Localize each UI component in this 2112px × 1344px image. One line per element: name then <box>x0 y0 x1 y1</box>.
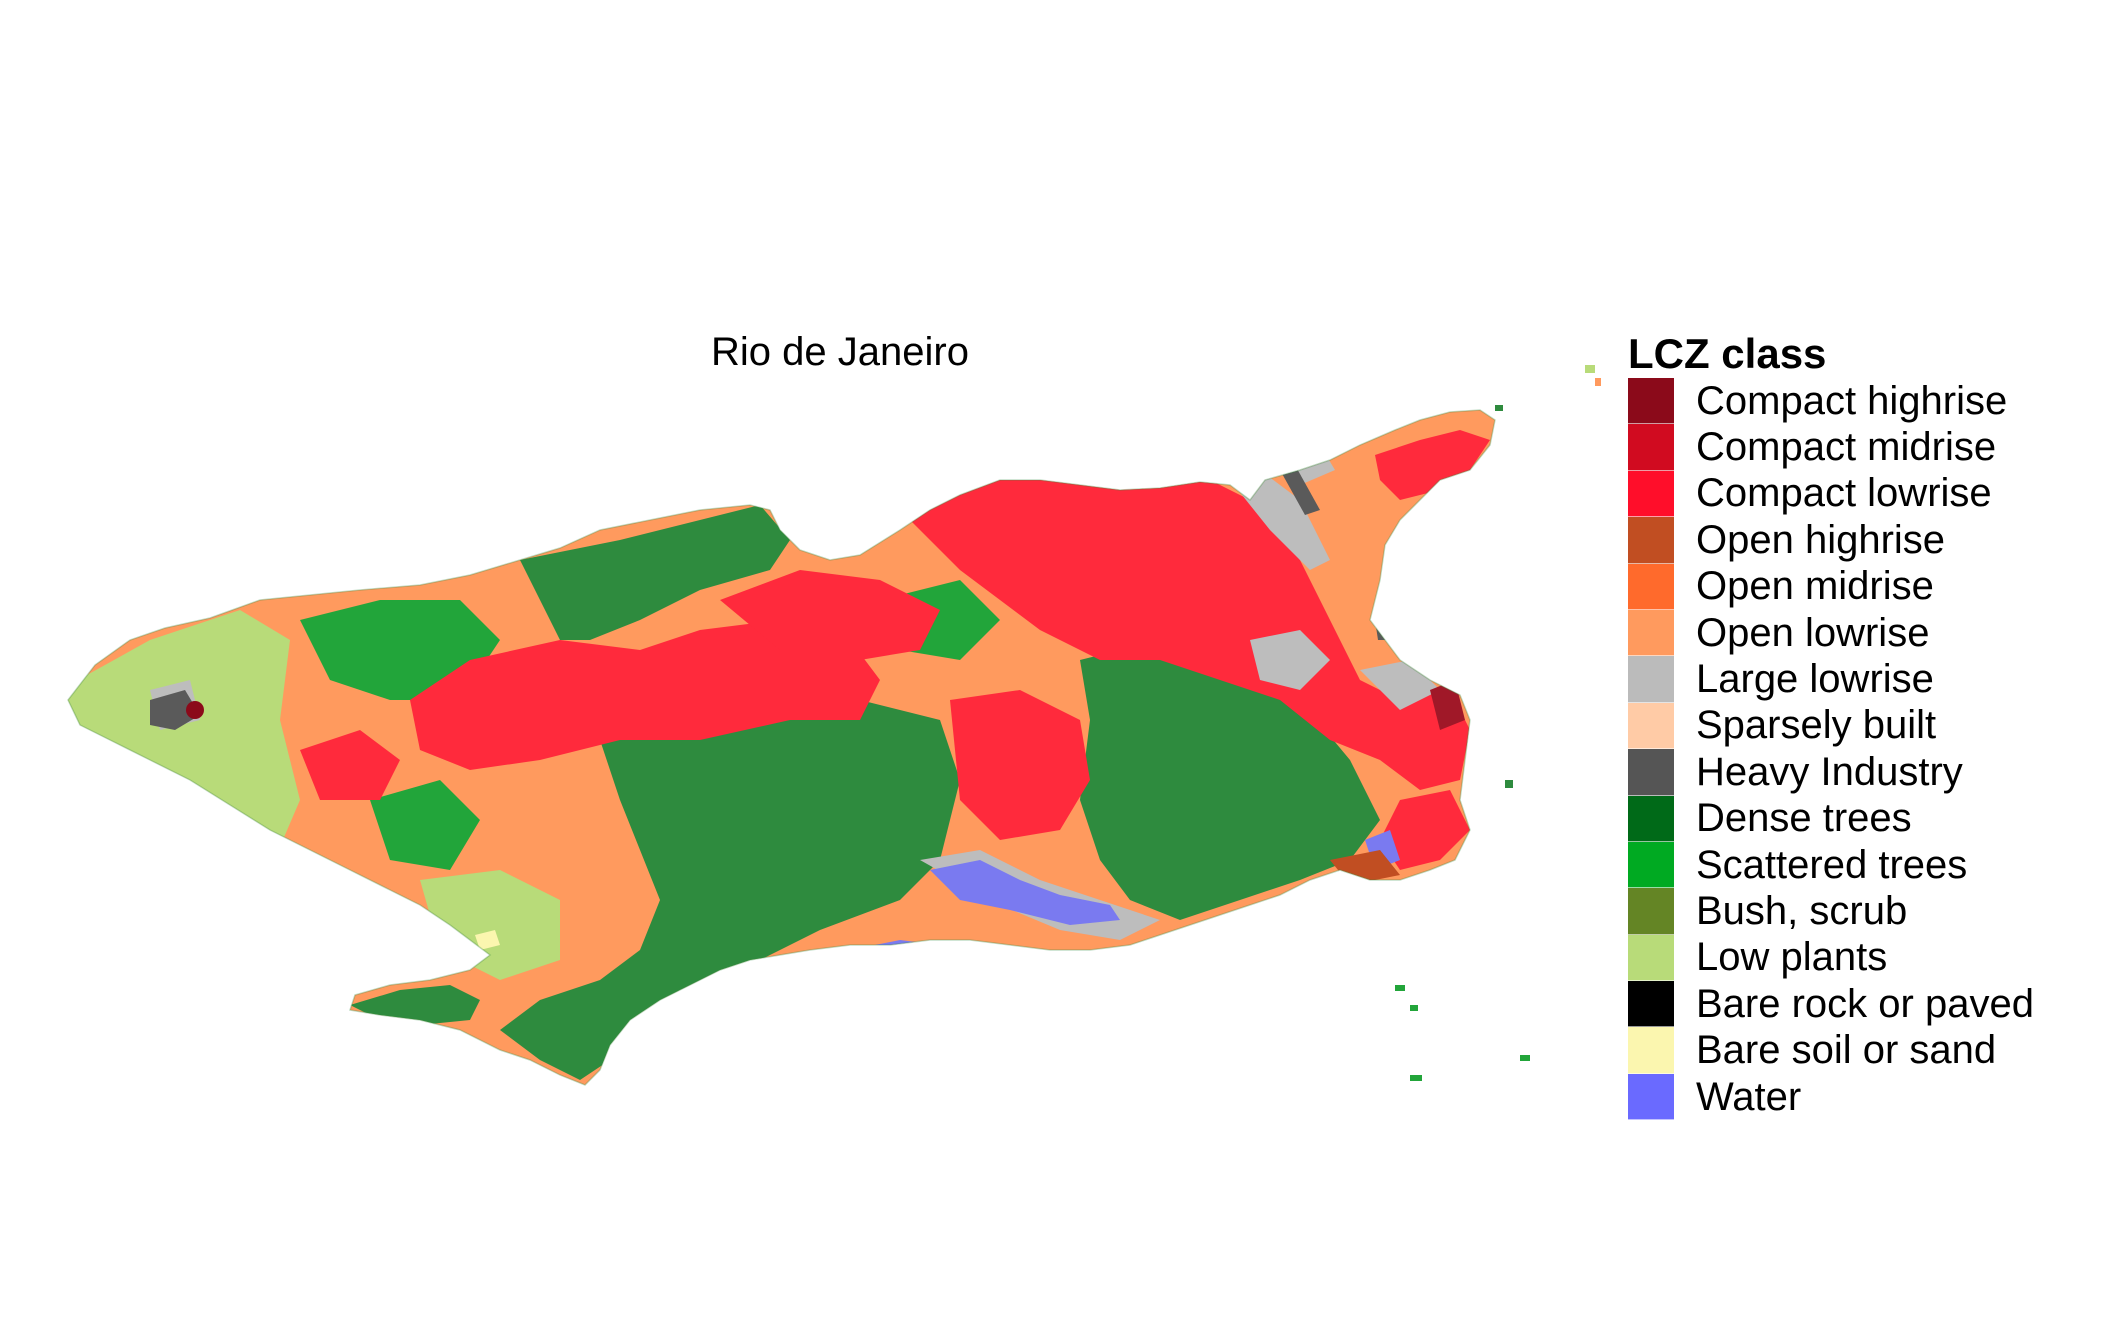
dense-trees-region <box>520 505 790 640</box>
legend-item: Bare soil or sand <box>1628 1027 2034 1074</box>
legend-swatch <box>1628 795 1674 842</box>
legend-label: Heavy Industry <box>1696 749 1963 794</box>
legend-item: Dense trees <box>1628 795 2034 842</box>
scattered-trees-region <box>370 780 480 870</box>
compact-lowrise-region <box>1380 790 1470 870</box>
legend-swatch <box>1628 424 1674 471</box>
island <box>1595 378 1601 386</box>
compact-highrise-spot <box>186 701 204 719</box>
legend-label: Low plants <box>1696 935 1888 980</box>
legend-label: Sparsely built <box>1696 703 1937 748</box>
legend-item: Open midrise <box>1628 563 2034 610</box>
legend-swatch <box>1628 841 1674 889</box>
legend-swatch <box>1628 1027 1674 1074</box>
land-outline <box>67 409 1496 1086</box>
low-plants-region <box>68 610 300 870</box>
large-lowrise-region <box>1250 630 1330 690</box>
legend-label: Water <box>1696 1074 1802 1119</box>
compact-lowrise-region <box>910 475 1470 790</box>
compact-lowrise-region <box>1375 430 1490 500</box>
legend-swatch <box>1628 981 1674 1028</box>
legend-item: Open highrise <box>1628 517 2034 564</box>
legend-swatch <box>1628 1073 1674 1121</box>
legend-label: Large lowrise <box>1696 657 1934 702</box>
legend-item: Heavy Industry <box>1628 749 2034 796</box>
legend-label: Compact midrise <box>1696 425 1997 470</box>
legend-label: Open midrise <box>1696 564 1934 609</box>
legend-label: Dense trees <box>1696 796 1912 841</box>
heavy-industry-region <box>150 690 200 730</box>
legend-item: Scattered trees <box>1628 841 2034 889</box>
legend-swatch <box>1628 888 1674 935</box>
island <box>1585 365 1595 373</box>
legend-label: Bush, scrub <box>1696 888 1908 933</box>
island <box>1520 1055 1530 1061</box>
legend-swatch <box>1628 609 1674 657</box>
legend-item: Water <box>1628 1073 2034 1121</box>
legend-swatch <box>1628 470 1674 518</box>
compact-lowrise-region <box>950 690 1090 840</box>
compact-lowrise-region <box>410 620 880 770</box>
map-title: Rio de Janeiro <box>711 330 969 374</box>
water-lagoon <box>930 860 1120 925</box>
legend-item: Low plants <box>1628 934 2034 982</box>
island <box>1410 1005 1418 1011</box>
legend-label: Open highrise <box>1696 517 1946 562</box>
island <box>1395 985 1405 991</box>
legend-label: Bare soil or sand <box>1696 1028 1997 1073</box>
legend-item: Large lowrise <box>1628 656 2034 703</box>
dense-trees-region <box>500 700 960 1080</box>
legend-swatch <box>1628 702 1674 750</box>
legend-items: Compact highrise Compact midrise Compact l… <box>1628 378 2034 1121</box>
legend-swatch <box>1628 656 1674 703</box>
legend-label: Compact highrise <box>1696 378 2008 423</box>
heavy-industry-region <box>1375 615 1392 640</box>
legend-item: Bush, scrub <box>1628 888 2034 935</box>
offshore-islands <box>1395 365 1601 1081</box>
legend-label: Compact lowrise <box>1696 471 1992 516</box>
island <box>1410 1075 1422 1081</box>
legend-swatch <box>1628 749 1674 796</box>
island <box>1505 780 1513 788</box>
heavy-industry-region <box>1280 465 1320 515</box>
legend-item: Sparsely built <box>1628 702 2034 750</box>
legend-swatch <box>1628 378 1674 425</box>
island <box>1495 405 1503 411</box>
legend-swatch <box>1628 517 1674 564</box>
legend-title: LCZ class <box>1628 330 1827 377</box>
compact-lowrise-region <box>300 730 400 800</box>
bare-soil-strip <box>475 930 500 950</box>
legend-item: Compact midrise <box>1628 424 2034 471</box>
legend-swatch <box>1628 934 1674 982</box>
legend-swatch <box>1628 563 1674 610</box>
legend-item: Open lowrise <box>1628 609 2034 657</box>
legend-item: Compact lowrise <box>1628 470 2034 518</box>
legend-item: Bare rock or paved <box>1628 981 2034 1028</box>
dense-trees-region <box>350 985 480 1025</box>
legend-label: Open lowrise <box>1696 610 1930 655</box>
large-lowrise-region <box>1230 470 1330 570</box>
legend: LCZ class Compact highrise Compact midris… <box>1628 330 2034 1121</box>
legend-label: Scattered trees <box>1696 842 1968 887</box>
legend-label: Bare rock or paved <box>1696 981 2034 1026</box>
compact-lowrise-region <box>720 570 940 660</box>
legend-item: Compact highrise <box>1628 378 2034 425</box>
